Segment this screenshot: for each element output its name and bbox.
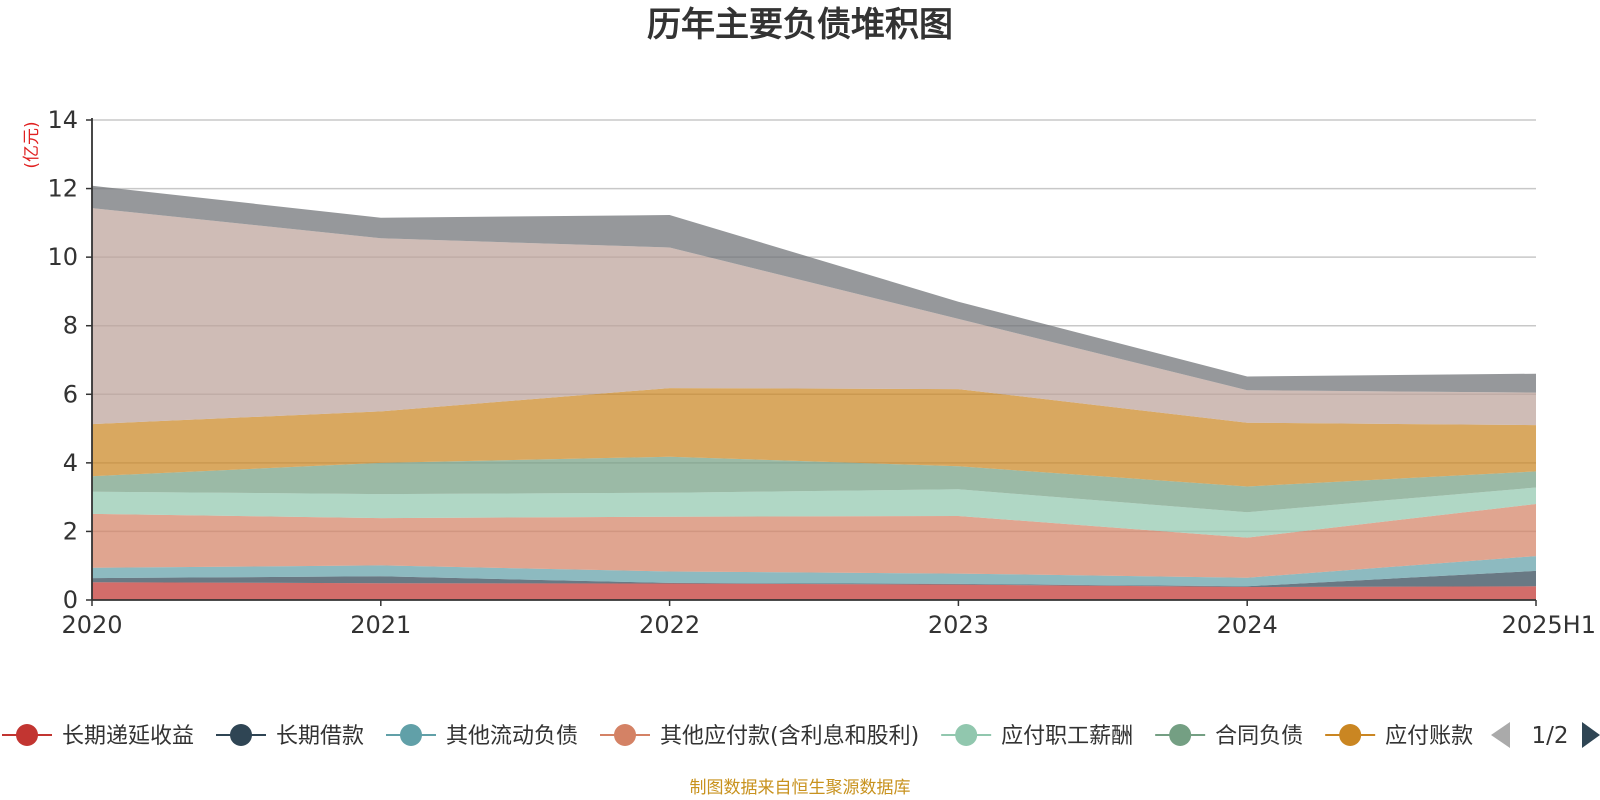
data-source-note: 制图数据来自恒生聚源数据库 bbox=[690, 778, 911, 798]
y-tick-label: 10 bbox=[47, 243, 78, 271]
area-series bbox=[92, 556, 1536, 587]
legend-label: 其他应付款(含利息和股利) bbox=[660, 724, 919, 749]
legend-item[interactable]: 其他应付款(含利息和股利) bbox=[600, 724, 919, 749]
area-series bbox=[92, 388, 1536, 487]
area-series bbox=[92, 185, 1536, 393]
area-series-group bbox=[92, 185, 1536, 600]
legend-marker-icon bbox=[955, 724, 978, 746]
legend-label: 长期递延收益 bbox=[62, 724, 194, 749]
legend-label: 合同负债 bbox=[1215, 724, 1303, 749]
legend-item[interactable]: 长期递延收益 bbox=[2, 724, 194, 749]
y-tick-label: 0 bbox=[63, 586, 78, 614]
area-series bbox=[92, 456, 1536, 513]
legend-item[interactable]: 应付账款 bbox=[1325, 724, 1473, 749]
legend-label: 长期借款 bbox=[276, 724, 364, 749]
area-series bbox=[92, 504, 1536, 578]
area-series bbox=[92, 582, 1536, 600]
y-tick-label: 8 bbox=[63, 312, 78, 340]
legend-label: 其他流动负债 bbox=[446, 724, 578, 749]
x-tick-label: 2022 bbox=[639, 611, 700, 639]
y-tick-label: 2 bbox=[63, 517, 78, 545]
legend-marker-icon bbox=[400, 724, 423, 746]
legend-marker-icon bbox=[1339, 724, 1362, 746]
chart-title: 历年主要负债堆积图 bbox=[647, 5, 953, 45]
legend-marker-icon bbox=[1169, 724, 1192, 746]
legend-marker-icon bbox=[16, 724, 38, 746]
area-series bbox=[92, 487, 1536, 538]
legend-item[interactable]: 长期借款 bbox=[216, 724, 364, 749]
area-series bbox=[92, 208, 1536, 426]
legend-item[interactable]: 合同负债 bbox=[1155, 724, 1303, 749]
x-tick-label: 2023 bbox=[928, 611, 989, 639]
axes: 0 2 4 6 8 10 12 14 2020 2021 2022 2023 2024 2025H1 bbox=[47, 106, 1596, 639]
x-tick-label: 2020 bbox=[61, 611, 122, 639]
y-tick-label: 14 bbox=[47, 106, 78, 134]
legend: 长期递延收益 长期借款 其他流动负债 其他应付款(含利息和股利) 应付职工薪酬 合同负债 应… bbox=[2, 722, 1600, 749]
legend-marker-icon bbox=[230, 724, 253, 746]
legend-label: 应付账款 bbox=[1385, 724, 1473, 749]
legend-marker-icon bbox=[614, 724, 637, 746]
legend-label: 应付职工薪酬 bbox=[1001, 724, 1133, 749]
y-tick-label: 12 bbox=[47, 175, 78, 203]
y-tick-label: 4 bbox=[63, 449, 78, 477]
legend-item[interactable]: 其他流动负债 bbox=[386, 724, 578, 749]
legend-item[interactable]: 应付职工薪酬 bbox=[941, 724, 1133, 749]
legend-next-page-button[interactable] bbox=[1582, 722, 1600, 748]
x-tick-label: 2025H1 bbox=[1502, 611, 1596, 639]
legend-page-indicator: 1/2 bbox=[1531, 723, 1568, 749]
legend-prev-page-button[interactable] bbox=[1491, 722, 1510, 748]
area-series bbox=[92, 570, 1536, 587]
y-tick-label: 6 bbox=[63, 380, 78, 408]
x-tick-label: 2024 bbox=[1217, 611, 1278, 639]
x-tick-label: 2021 bbox=[350, 611, 411, 639]
y-axis-unit-label: (亿元) bbox=[22, 121, 42, 168]
